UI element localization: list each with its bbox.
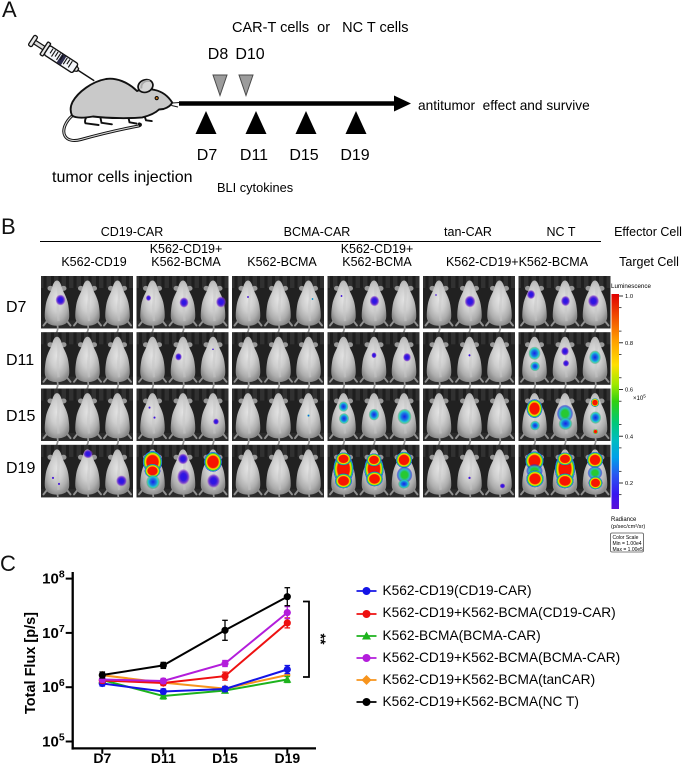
- svg-text:Radiance: Radiance: [611, 517, 637, 523]
- svg-text:D19: D19: [274, 750, 300, 764]
- svg-text:105: 105: [42, 732, 65, 751]
- svg-text:0.6: 0.6: [625, 388, 633, 394]
- svg-text:D15: D15: [212, 750, 238, 764]
- svg-text:1.0: 1.0: [625, 294, 633, 300]
- svg-text:106: 106: [42, 677, 65, 696]
- svg-text:**: **: [313, 634, 329, 645]
- svg-text:107: 107: [42, 623, 65, 642]
- svg-text:Min = 1.00e4: Min = 1.00e4: [613, 541, 642, 547]
- svg-text:0.2: 0.2: [625, 481, 633, 487]
- svg-text:Max = 1.00e5: Max = 1.00e5: [613, 547, 644, 553]
- svg-text:×105: ×105: [633, 394, 646, 403]
- svg-text:(p/sec/cm²/sr): (p/sec/cm²/sr): [611, 524, 645, 530]
- svg-text:D11: D11: [151, 750, 176, 764]
- svg-text:Color Scale: Color Scale: [613, 535, 639, 541]
- svg-text:Total Flux [p/s]: Total Flux [p/s]: [23, 612, 39, 714]
- svg-text:Luminescence: Luminescence: [611, 283, 651, 290]
- svg-text:0.4: 0.4: [625, 434, 634, 440]
- svg-text:D7: D7: [93, 750, 111, 764]
- svg-text:108: 108: [42, 569, 65, 588]
- svg-text:0.8: 0.8: [625, 341, 633, 347]
